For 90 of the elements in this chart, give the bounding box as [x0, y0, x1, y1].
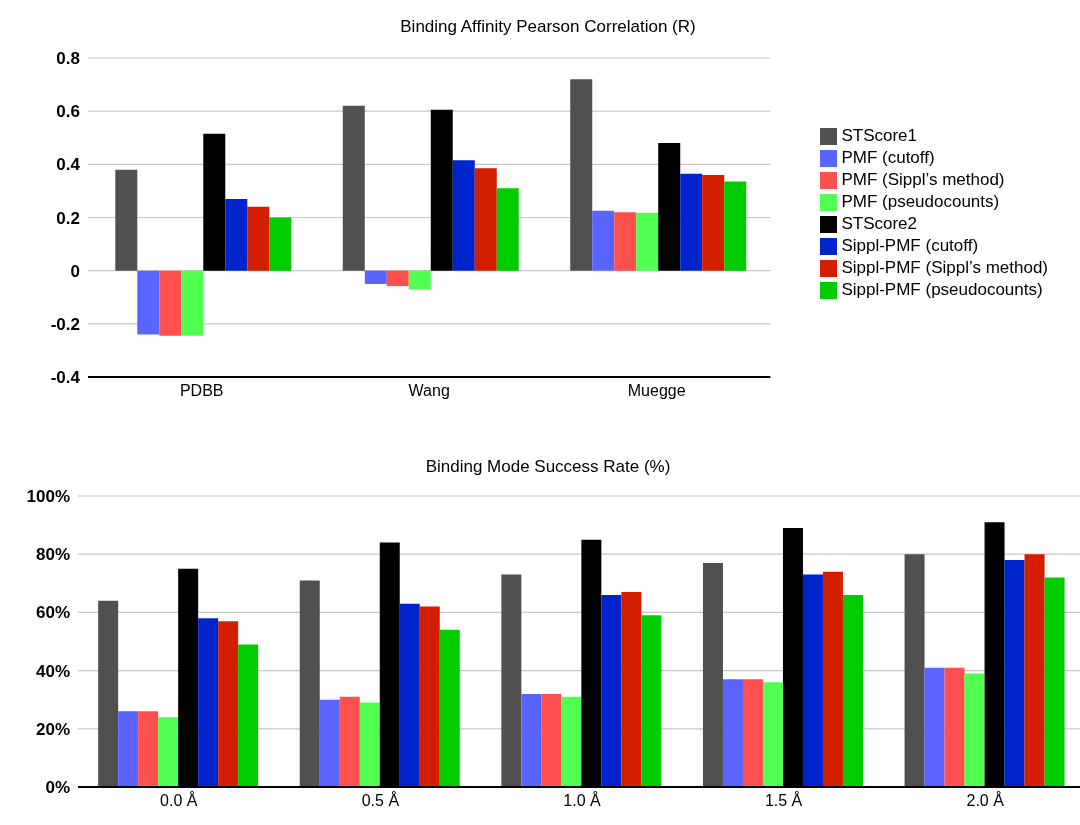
bar	[964, 673, 985, 787]
y-tick-label: -0.2	[50, 314, 80, 334]
bar	[742, 679, 763, 787]
y-tick-label: 60%	[35, 603, 70, 623]
bar	[904, 554, 925, 787]
legend-label: PMF (cutoff)	[841, 148, 935, 167]
bar	[198, 618, 219, 787]
y-tick-label: 0%	[45, 778, 70, 798]
bar	[842, 594, 863, 787]
bar	[601, 594, 622, 787]
bar	[1004, 560, 1025, 787]
legend-label: Sippl-PMF (pseudocounts)	[841, 280, 1043, 299]
bar	[319, 699, 340, 787]
bar	[399, 603, 420, 787]
x-tick-label: 2.0 Å	[966, 791, 1005, 810]
chart-title: Binding Affinity Pearson Correlation (R)	[400, 17, 696, 36]
bar	[430, 109, 453, 271]
bar	[924, 667, 945, 787]
x-tick-label: Wang	[408, 382, 450, 400]
chart-title: Binding Mode Success Rate (%)	[425, 457, 671, 476]
bar	[339, 696, 360, 787]
y-tick-label: -0.4	[50, 368, 81, 388]
bar	[225, 198, 248, 271]
y-tick-label: 100%	[26, 487, 70, 507]
bar	[541, 693, 562, 787]
bar	[592, 210, 615, 271]
bar	[137, 270, 160, 335]
bar	[98, 600, 119, 787]
bar	[247, 206, 270, 271]
x-tick-label: PDBB	[179, 382, 224, 400]
bar	[658, 143, 681, 271]
legend-label: STScore1	[841, 126, 917, 145]
x-tick-label: Muegge	[627, 382, 686, 400]
y-tick-label: 0.6	[56, 102, 80, 122]
bar	[439, 629, 460, 787]
bar	[702, 562, 723, 787]
bar	[181, 270, 204, 336]
bar	[702, 174, 725, 271]
bar	[501, 574, 522, 787]
legend-label: Sippl-PMF (cutoff)	[841, 236, 979, 255]
bar	[474, 168, 497, 271]
bar	[203, 133, 226, 271]
bar	[496, 188, 519, 271]
bar	[521, 693, 542, 787]
bar	[1044, 577, 1065, 787]
bar	[802, 574, 823, 787]
bar	[218, 621, 239, 787]
x-tick-label: 0.0 Å	[160, 791, 198, 810]
bar	[158, 717, 179, 787]
bar	[364, 270, 387, 284]
bar	[614, 212, 637, 271]
bar	[238, 644, 259, 787]
legend-label: Sippl-PMF (Sippl’s method)	[841, 258, 1048, 277]
y-tick-label: 80%	[35, 545, 70, 565]
legend-label: PMF (pseudocounts)	[841, 192, 1000, 211]
bar	[680, 173, 703, 271]
bar	[359, 702, 380, 787]
bar	[722, 679, 743, 787]
legend-label: STScore2	[841, 214, 917, 233]
bar	[452, 160, 475, 271]
bar	[269, 217, 292, 271]
bar	[944, 667, 965, 787]
bar	[621, 592, 642, 787]
bar	[570, 79, 593, 271]
bar	[138, 711, 159, 787]
bar	[118, 711, 139, 787]
bar	[561, 696, 582, 787]
bar	[159, 270, 182, 336]
x-tick-label: 0.5 Å	[361, 791, 400, 810]
bar	[386, 270, 409, 287]
bar	[115, 169, 138, 271]
y-tick-label: 0.2	[56, 208, 80, 228]
x-tick-label: 1.0 Å	[563, 791, 602, 810]
bar	[299, 580, 320, 787]
y-tick-label: 0.4	[56, 155, 81, 175]
y-tick-label: 0	[70, 261, 80, 281]
legend-label: PMF (Sippl’s method)	[841, 170, 1005, 189]
bar	[419, 606, 440, 787]
bar	[641, 615, 662, 787]
bar	[408, 270, 431, 290]
x-tick-label: 1.5 Å	[764, 791, 803, 810]
bar	[342, 105, 365, 271]
bar	[762, 682, 783, 787]
y-tick-label: 40%	[35, 661, 70, 681]
bar	[822, 571, 843, 787]
bar	[636, 212, 659, 271]
bar	[724, 181, 747, 271]
y-tick-label: 20%	[35, 719, 70, 739]
bar	[1024, 554, 1045, 787]
y-tick-label: 0.8	[56, 49, 80, 69]
